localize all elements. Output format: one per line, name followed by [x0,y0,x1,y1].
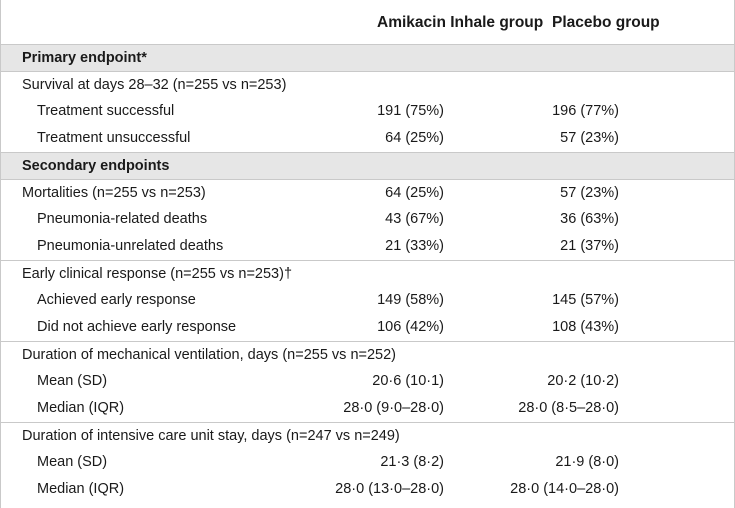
subheading-row: Duration of mechanical ventilation, days… [1,341,734,368]
placebo-value: 28·0 (8·5–28·0) [518,400,619,416]
row-label: Pneumonia-unrelated deaths [37,238,224,254]
placebo-value: 20·2 (10·2) [547,373,619,389]
table-row: Mean (SD) 21·3 (8·2) 21·9 (8·0) [1,449,734,476]
table-row: Treatment unsuccessful 64 (25%) 57 (23%) [1,125,734,152]
table-row: Mortalities (n=255 vs n=253) 64 (25%) 57… [1,179,734,206]
amikacin-value: 43 (67%) [385,211,444,227]
section-row-primary-endpoint: Primary endpoint* [1,44,734,71]
subheading-row: Duration of intensive care unit stay, da… [1,422,734,449]
amikacin-value: 64 (25%) [385,185,444,201]
placebo-value: 108 (43%) [552,319,619,335]
placebo-value: 196 (77%) [552,103,619,119]
table-row: Pneumonia-related deaths 43 (67%) 36 (63… [1,206,734,233]
placebo-value: 57 (23%) [560,130,619,146]
table-row: Achieved early response 149 (58%) 145 (5… [1,287,734,314]
amikacin-value: 20·6 (10·1) [372,373,444,389]
row-label: Mean (SD) [37,373,108,389]
row-label: Primary endpoint* [22,50,147,66]
table-header: Amikacin Inhale group Placebo group [1,0,734,44]
table-row: Median (IQR) 28·0 (9·0–28·0) 28·0 (8·5–2… [1,395,734,422]
subheading-row: Early clinical response (n=255 vs n=253)… [1,260,734,287]
table-row: Median (IQR) 28·0 (13·0–28·0) 28·0 (14·0… [1,476,734,503]
row-label: Treatment unsuccessful [37,130,191,146]
table-row: Did not achieve early response 106 (42%)… [1,314,734,341]
row-label: Did not achieve early response [37,319,237,335]
amikacin-value: 191 (75%) [377,103,444,119]
row-label: Survival at days 28–32 (n=255 vs n=253) [22,77,287,93]
row-label: Early clinical response (n=255 vs n=253)… [22,266,293,282]
section-row-secondary-endpoints: Secondary endpoints [1,152,734,179]
amikacin-value: 21 (33%) [385,238,444,254]
subheading-row: Survival at days 28–32 (n=255 vs n=253) [1,71,734,98]
placebo-value: 145 (57%) [552,292,619,308]
table-row: Mean (SD) 20·6 (10·1) 20·2 (10·2) [1,368,734,395]
amikacin-value: 21·3 (8·2) [380,454,444,470]
amikacin-value: 64 (25%) [385,130,444,146]
amikacin-value: 28·0 (9·0–28·0) [343,400,444,416]
row-label: Treatment successful [37,103,175,119]
row-label: Median (IQR) [37,481,125,497]
row-label: Pneumonia-related deaths [37,211,208,227]
amikacin-value: 106 (42%) [377,319,444,335]
table-row: Treatment successful 191 (75%) 196 (77%) [1,98,734,125]
row-label: Mean (SD) [37,454,108,470]
row-label: Duration of mechanical ventilation, days… [22,347,396,363]
column-header-placebo: Placebo group [552,14,660,31]
row-label: Secondary endpoints [22,158,170,174]
amikacin-value: 149 (58%) [377,292,444,308]
table-row: Pneumonia-unrelated deaths 21 (33%) 21 (… [1,233,734,260]
amikacin-value: 28·0 (13·0–28·0) [335,481,444,497]
row-label: Median (IQR) [37,400,125,416]
placebo-value: 57 (23%) [560,185,619,201]
column-header-amikacin: Amikacin Inhale group [377,14,544,31]
row-label: Achieved early response [37,292,196,308]
placebo-value: 21 (37%) [560,238,619,254]
placebo-value: 36 (63%) [560,211,619,227]
row-label: Mortalities (n=255 vs n=253) [22,185,206,201]
placebo-value: 21·9 (8·0) [555,454,619,470]
placebo-value: 28·0 (14·0–28·0) [510,481,619,497]
row-label: Duration of intensive care unit stay, da… [22,428,400,444]
